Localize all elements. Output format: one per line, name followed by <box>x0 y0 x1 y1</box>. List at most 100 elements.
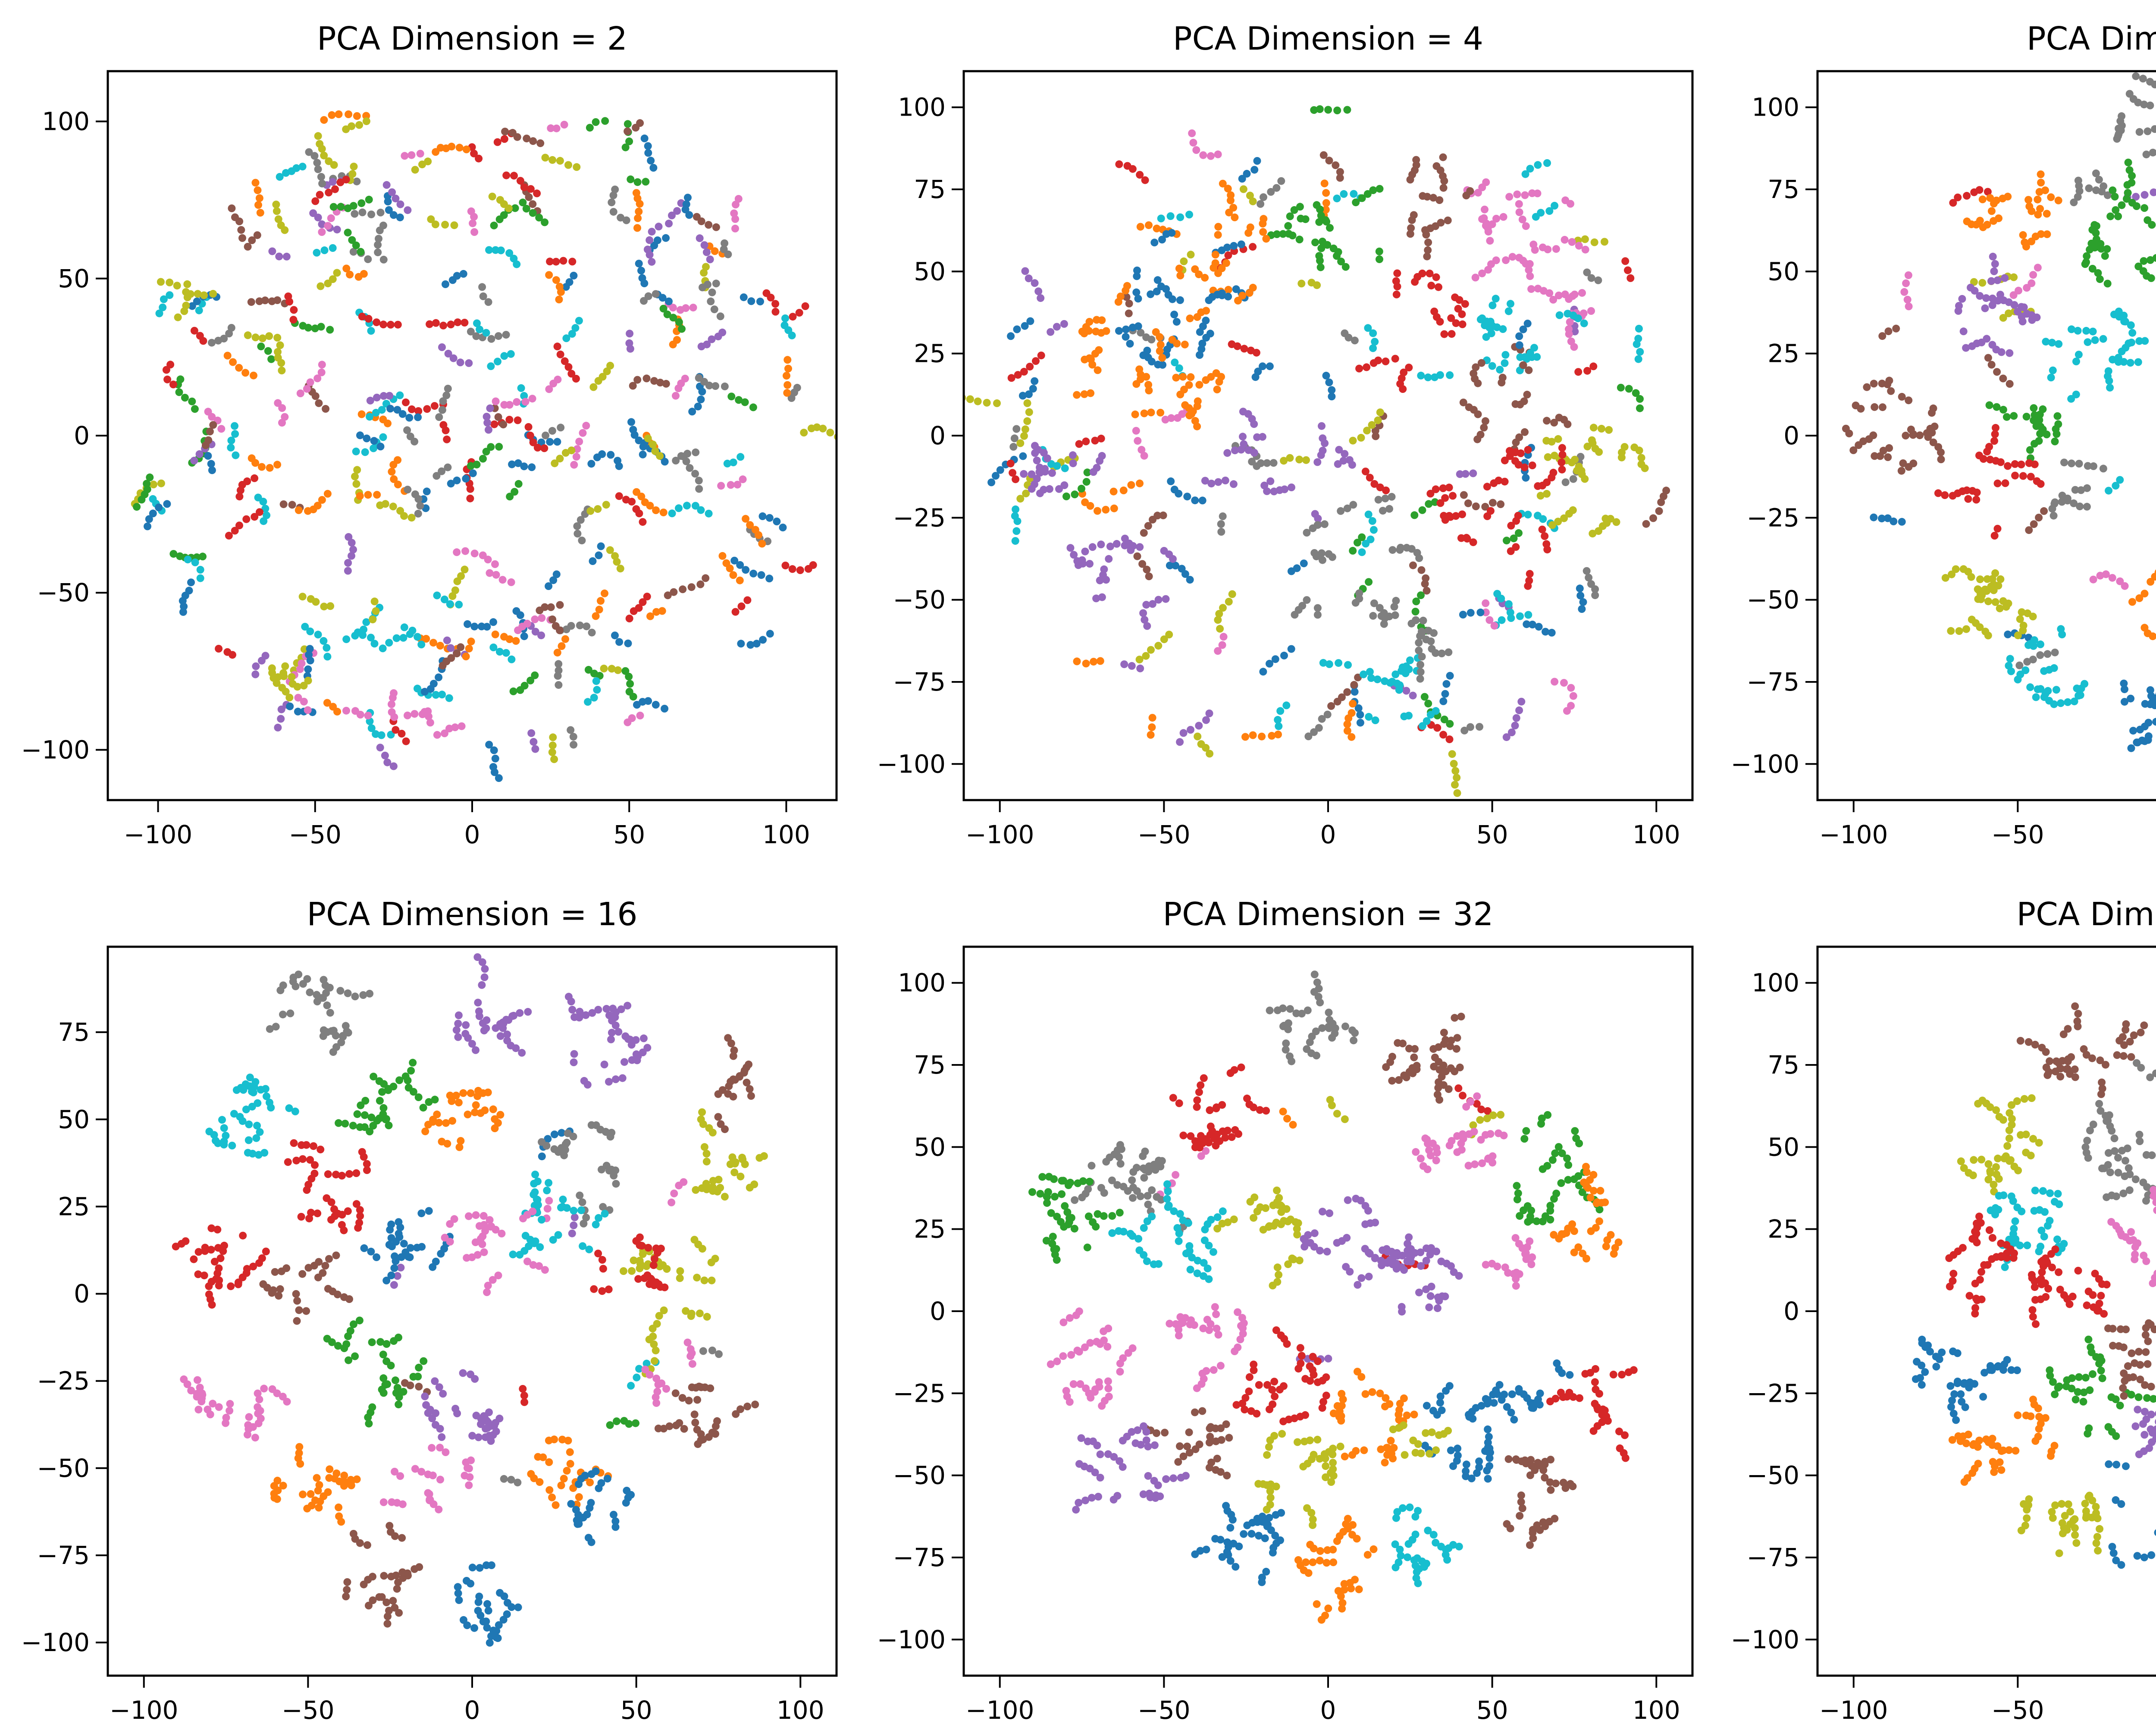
y-tick-label: −75 <box>37 1541 90 1570</box>
x-tick-label: 100 <box>1633 1695 1680 1725</box>
x-tick-label: 50 <box>620 1695 652 1725</box>
x-tick-label: −100 <box>965 820 1034 849</box>
subplot-title: PCA Dimension = 8 <box>2027 20 2156 57</box>
x-tick-label: 100 <box>762 820 810 849</box>
scatter-points <box>131 110 837 782</box>
y-tick-label: −100 <box>877 749 946 779</box>
subplot-pca-dim-64: PCA Dimension = 64 −100−5005010010075502… <box>1710 876 2156 1730</box>
y-tick-label: 0 <box>930 421 946 450</box>
y-tick-label: −25 <box>893 1378 946 1408</box>
subplot-pca-dim-16: PCA Dimension = 16 −100 −50 0 50 100 75 50 25 0−… <box>0 876 850 1730</box>
y-tick-label: 100 <box>1752 968 1799 998</box>
y-tick-label: 100 <box>898 968 946 998</box>
y-tick-label: 75 <box>914 1050 946 1080</box>
x-tick-label: −50 <box>289 820 342 849</box>
x-tick-label: −50 <box>282 1695 334 1725</box>
y-tick-label: −100 <box>21 735 90 764</box>
x-tick-label: −50 <box>1138 1695 1190 1725</box>
scatter-plot-svg: −100 −50 0 50 100 100 50 0 −50 −100 <box>21 70 838 849</box>
y-tick-label: −25 <box>1747 1378 1799 1408</box>
x-tick-label: 50 <box>1476 820 1508 849</box>
y-tick-label: 75 <box>1767 175 1799 204</box>
subplot-pca-dim-4: PCA Dimension = 4 −100 −50 0 50 100 100 75 50 25… <box>856 0 1706 856</box>
y-tick-label: 50 <box>58 1105 90 1134</box>
y-tick-label: −75 <box>1747 1543 1799 1572</box>
subplot-title: PCA Dimension = 2 <box>317 20 627 57</box>
x-tick-label: −100 <box>1819 820 1888 849</box>
subplot-pca-dim-2: PCA Dimension = 2 −100 −50 0 50 100 100 50 0 −50… <box>0 0 850 856</box>
plot-frame <box>962 70 1694 801</box>
scatter-points <box>172 953 768 1647</box>
y-tick-label: −100 <box>21 1628 90 1657</box>
x-tick-label: 100 <box>777 1695 824 1725</box>
y-tick-label: 0 <box>930 1297 946 1326</box>
x-tick-label: −100 <box>1819 1695 1888 1725</box>
x-tick-label: 0 <box>464 820 480 849</box>
x-tick-label: −100 <box>110 1695 178 1725</box>
scatter-points <box>1842 72 2156 752</box>
x-tick-label: −50 <box>1991 820 2044 849</box>
y-tick-label: −75 <box>1747 667 1799 697</box>
scatter-points <box>1912 1002 2156 1569</box>
y-tick-label: 25 <box>1767 339 1799 368</box>
y-tick-label: 100 <box>1752 93 1799 122</box>
y-tick-label: 25 <box>58 1192 90 1221</box>
y-tick-label: 25 <box>1767 1215 1799 1244</box>
y-tick-label: 0 <box>74 421 90 450</box>
x-tick-label: −100 <box>124 820 192 849</box>
x-tick-label: 0 <box>464 1695 480 1725</box>
subplot-title: PCA Dimension = 32 <box>1163 896 1494 933</box>
x-tick-label: 50 <box>613 820 645 849</box>
y-tick-label: −25 <box>1747 503 1799 532</box>
scatter-plot-svg: −100 −50 0 50 100 100 75 50 25 0 −25 −50 −75 −100 <box>877 70 1694 849</box>
y-tick-label: 0 <box>1783 1297 1799 1326</box>
x-tick-label: 0 <box>1320 820 1336 849</box>
y-tick-label: −25 <box>893 503 946 532</box>
x-tick-label: 0 <box>1320 1695 1336 1725</box>
subplot-pca-dim-8: PCA Dimension = 8 −100−50050100100755025… <box>1710 0 2156 856</box>
y-tick-label: −50 <box>37 578 90 607</box>
y-tick-label: −50 <box>1747 1461 1799 1490</box>
plot-frame <box>107 70 838 801</box>
y-tick-label: 50 <box>58 264 90 293</box>
subplot-title: PCA Dimension = 64 <box>2016 896 2156 933</box>
scatter-points <box>1028 970 1638 1624</box>
y-tick-label: 0 <box>74 1279 90 1309</box>
subplot-pca-dim-32: PCA Dimension = 32 −100 −50 0 50 100 100 75 50 2… <box>856 876 1706 1730</box>
subplot-title: PCA Dimension = 4 <box>1173 20 1483 57</box>
x-tick-label: −50 <box>1138 820 1190 849</box>
scatter-plot-svg: −100 −50 0 50 100 75 50 25 0 −25 −50 −75 −100 <box>21 945 838 1725</box>
y-tick-label: −100 <box>877 1625 946 1654</box>
y-tick-label: −50 <box>893 1461 946 1490</box>
y-tick-label: 50 <box>1767 257 1799 286</box>
y-tick-label: −75 <box>893 667 946 697</box>
x-tick-label: −50 <box>1991 1695 2044 1725</box>
x-tick-label: 50 <box>1476 1695 1508 1725</box>
y-tick-label: −50 <box>37 1454 90 1483</box>
y-tick-label: 100 <box>898 93 946 122</box>
y-tick-label: 0 <box>1783 421 1799 450</box>
x-tick-label: −100 <box>965 1695 1034 1725</box>
y-tick-label: 25 <box>914 1215 946 1244</box>
y-tick-label: 50 <box>1767 1132 1799 1162</box>
y-tick-label: 75 <box>914 175 946 204</box>
scatter-points <box>964 105 1670 797</box>
y-tick-label: 50 <box>914 257 946 286</box>
y-tick-label: −25 <box>37 1366 90 1396</box>
subplot-title: PCA Dimension = 16 <box>307 896 638 933</box>
y-tick-label: 75 <box>1767 1050 1799 1080</box>
y-tick-label: −50 <box>1747 585 1799 615</box>
y-tick-label: 75 <box>58 1017 90 1047</box>
x-tick-label: 100 <box>1633 820 1680 849</box>
y-tick-label: 50 <box>914 1132 946 1162</box>
y-tick-label: −100 <box>1731 1625 1799 1654</box>
y-tick-label: 100 <box>42 107 90 136</box>
y-tick-label: −50 <box>893 585 946 615</box>
y-tick-label: −100 <box>1731 749 1799 779</box>
y-tick-label: −75 <box>893 1543 946 1572</box>
y-tick-label: 25 <box>914 339 946 368</box>
scatter-plot-svg: −100 −50 0 50 100 100 75 50 25 0 −25 −50 −75 −100 <box>877 945 1694 1725</box>
